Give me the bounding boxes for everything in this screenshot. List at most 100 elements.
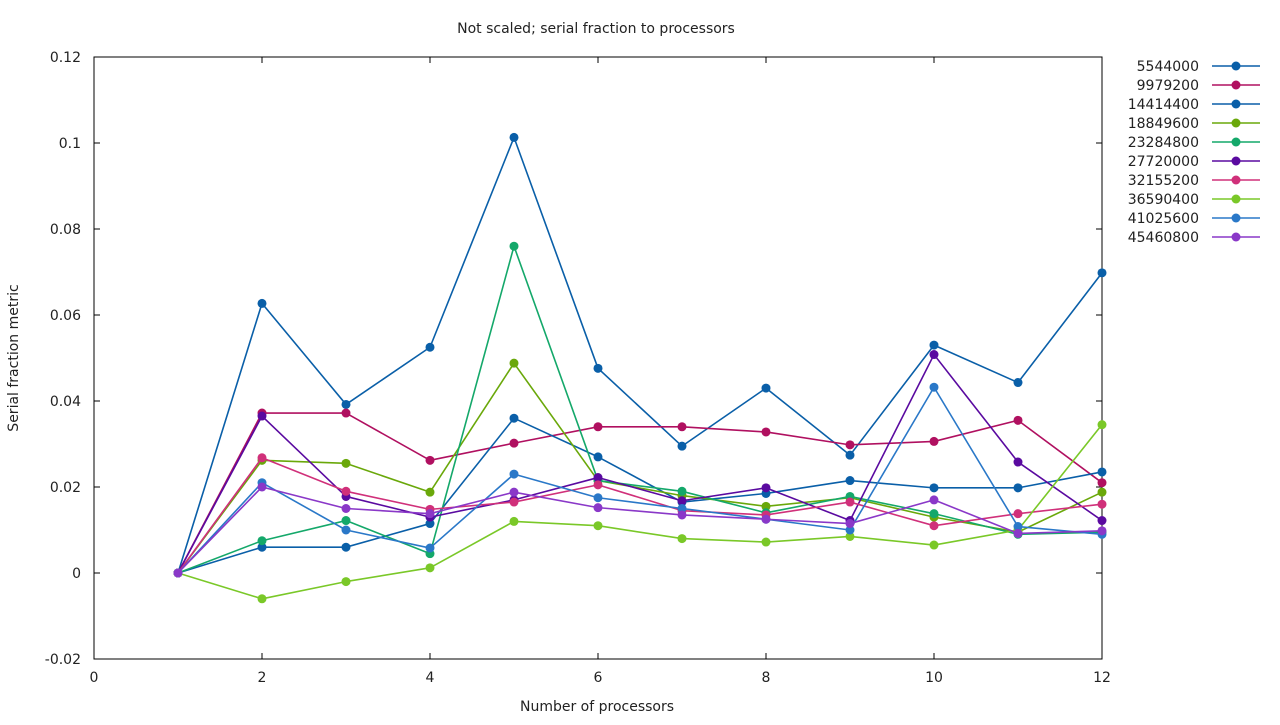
legend-item: 14414400 bbox=[1128, 97, 1260, 113]
data-point bbox=[341, 525, 351, 535]
y-tick-label: 0 bbox=[72, 566, 81, 582]
data-point bbox=[677, 496, 687, 506]
series-18849600 bbox=[173, 358, 1107, 578]
legend-swatch-point bbox=[1231, 61, 1241, 71]
data-point bbox=[845, 440, 855, 450]
data-point bbox=[593, 422, 603, 432]
data-point bbox=[1097, 526, 1107, 536]
data-point bbox=[1013, 522, 1023, 532]
x-tick-label: 8 bbox=[762, 670, 771, 686]
y-tick-label: 0.12 bbox=[50, 50, 81, 66]
y-tick-label: 0.06 bbox=[50, 308, 81, 324]
data-point bbox=[341, 458, 351, 468]
data-point bbox=[593, 452, 603, 462]
data-point bbox=[677, 504, 687, 513]
legend-swatch-point bbox=[1231, 213, 1241, 223]
x-tick-label: 4 bbox=[426, 670, 435, 686]
series-23284800 bbox=[173, 241, 1107, 578]
y-tick-label: 0.08 bbox=[50, 222, 81, 238]
data-point bbox=[509, 132, 519, 142]
series-layer bbox=[173, 132, 1107, 604]
legend-swatch-point bbox=[1231, 194, 1241, 204]
x-tick-label: 12 bbox=[1093, 670, 1111, 686]
data-point bbox=[761, 514, 771, 524]
series-line bbox=[177, 362, 1103, 574]
data-point bbox=[929, 350, 939, 360]
data-point bbox=[593, 363, 603, 373]
data-point bbox=[1013, 528, 1023, 538]
legend-swatch-point bbox=[1231, 137, 1241, 147]
data-point bbox=[929, 340, 939, 350]
data-point bbox=[257, 482, 267, 492]
legend-swatch-point bbox=[1231, 80, 1241, 90]
ticks-layer: 0 2 4 6 8 10 12 -0.02 0 0.02 0.04 0.06 0.08 0.1 0.12 bbox=[45, 50, 1111, 686]
legend-label: 41025600 bbox=[1128, 211, 1199, 227]
data-point bbox=[1013, 415, 1023, 425]
data-point bbox=[257, 298, 267, 308]
data-point bbox=[1097, 467, 1107, 477]
x-tick-label: 6 bbox=[594, 670, 603, 686]
data-point bbox=[509, 358, 519, 368]
series-line bbox=[177, 245, 1103, 574]
data-point bbox=[677, 534, 687, 544]
series-9979200 bbox=[173, 408, 1107, 578]
data-point bbox=[761, 501, 771, 511]
data-point bbox=[1013, 509, 1023, 519]
legend-swatch-point bbox=[1231, 118, 1241, 128]
series-14414400 bbox=[173, 413, 1107, 578]
data-point bbox=[257, 411, 267, 421]
data-point bbox=[1097, 420, 1107, 430]
data-point bbox=[341, 486, 351, 496]
data-point bbox=[425, 519, 435, 529]
series-line bbox=[177, 136, 1103, 574]
data-point bbox=[1013, 378, 1023, 388]
data-point bbox=[593, 503, 603, 513]
data-point bbox=[341, 504, 351, 513]
data-point bbox=[845, 531, 855, 541]
legend-item: 18849600 bbox=[1128, 116, 1260, 132]
data-point bbox=[1013, 457, 1023, 467]
data-point bbox=[425, 342, 435, 352]
series-line bbox=[177, 424, 1103, 600]
data-point bbox=[761, 537, 771, 547]
data-point bbox=[1097, 487, 1107, 497]
data-point bbox=[425, 487, 435, 497]
data-point bbox=[593, 473, 603, 483]
data-point bbox=[1097, 499, 1107, 509]
series-line bbox=[177, 486, 1103, 574]
data-point bbox=[677, 422, 687, 432]
series-line bbox=[177, 412, 1103, 574]
data-point bbox=[509, 516, 519, 526]
data-point bbox=[677, 486, 687, 496]
data-point bbox=[341, 408, 351, 418]
data-point bbox=[509, 487, 519, 497]
data-point bbox=[341, 516, 351, 526]
data-point bbox=[173, 568, 183, 578]
data-point bbox=[1013, 483, 1023, 493]
y-tick-label: 0.04 bbox=[50, 394, 81, 410]
data-point bbox=[341, 577, 351, 587]
data-point bbox=[425, 509, 435, 519]
data-point bbox=[341, 399, 351, 409]
data-point bbox=[425, 455, 435, 465]
legend-label: 36590400 bbox=[1128, 192, 1199, 208]
legend-label: 5544000 bbox=[1137, 59, 1199, 75]
series-45460800 bbox=[173, 482, 1107, 578]
data-point bbox=[761, 483, 771, 493]
data-point bbox=[257, 453, 267, 463]
data-point bbox=[509, 469, 519, 479]
data-point bbox=[929, 436, 939, 446]
legend-label: 45460800 bbox=[1128, 230, 1199, 246]
data-point bbox=[509, 413, 519, 423]
y-axis-label: Serial fraction metric bbox=[6, 284, 22, 431]
data-point bbox=[509, 497, 519, 507]
legend-item: 5544000 bbox=[1137, 59, 1260, 75]
legend-item: 27720000 bbox=[1128, 154, 1260, 170]
data-point bbox=[1097, 516, 1107, 526]
legend: 5544000 9979200 14414400 18849600 23284800 27… bbox=[1128, 59, 1260, 246]
series-line bbox=[177, 456, 1103, 574]
data-point bbox=[929, 521, 939, 531]
data-point bbox=[425, 543, 435, 553]
